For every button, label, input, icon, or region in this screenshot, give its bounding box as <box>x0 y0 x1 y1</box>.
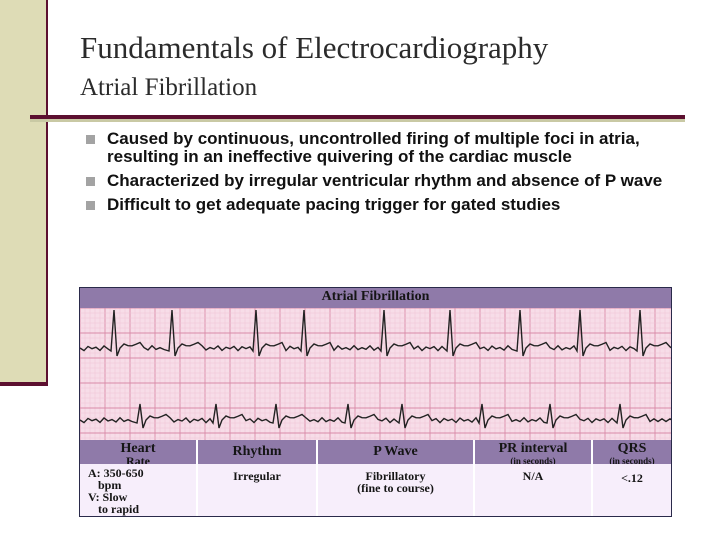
ecg-trace-lower <box>80 403 671 429</box>
cell-p-wave: Fibrillatory (fine to course) <box>357 469 434 495</box>
atrial-fibrillation-figure: Atrial Fibrillation Heart Rate Rhythm P … <box>79 287 672 517</box>
ecg-strip-image <box>80 308 671 440</box>
square-bullet-icon <box>86 177 95 186</box>
ecg-grid <box>80 308 671 440</box>
square-bullet-icon <box>86 135 95 144</box>
square-bullet-icon <box>86 201 95 210</box>
cell-pr-interval: N/A <box>522 469 544 483</box>
slide-title: Fundamentals of Electrocardiography <box>80 30 549 65</box>
table-body-row <box>80 464 671 516</box>
cell-heart-rate: A: 350-650 bpm V: Slow to rapid <box>88 466 144 516</box>
decorative-side-line <box>46 0 48 386</box>
bullet-item: Caused by continuous, uncontrolled firin… <box>86 130 686 166</box>
column-divider <box>196 440 198 516</box>
header-rhythm: Rhythm <box>232 444 282 459</box>
column-divider <box>473 440 475 516</box>
column-divider <box>591 440 593 516</box>
title-divider-shadow <box>30 119 685 122</box>
table-header-row: Heart Rate Rhythm P Wave PR interval (in… <box>80 440 671 467</box>
ecg-trace-upper <box>80 309 671 357</box>
column-divider <box>316 440 318 516</box>
bullet-item: Difficult to get adequate pacing trigger… <box>86 196 686 214</box>
title-divider <box>30 115 685 119</box>
cell-rhythm: Irregular <box>233 469 281 483</box>
cell-qrs: <.12 <box>621 471 643 485</box>
figure-title: Atrial Fibrillation <box>321 289 430 304</box>
bullet-list: Caused by continuous, uncontrolled firin… <box>86 130 686 220</box>
figure-title-bar: Atrial Fibrillation <box>80 288 671 308</box>
bullet-text: Characterized by irregular ventricular r… <box>107 171 663 190</box>
bullet-text: Difficult to get adequate pacing trigger… <box>107 195 561 214</box>
decorative-side-rule <box>0 382 48 386</box>
decorative-side-band <box>0 0 46 384</box>
bullet-text: Caused by continuous, uncontrolled firin… <box>107 129 640 166</box>
header-pr-interval: PR interval (in seconds) <box>498 441 568 467</box>
header-p-wave: P Wave <box>373 444 418 459</box>
header-qrs: QRS (in seconds) <box>609 441 655 467</box>
bullet-item: Characterized by irregular ventricular r… <box>86 172 686 190</box>
af-characteristics-table: Heart Rate Rhythm P Wave PR interval (in… <box>80 440 671 516</box>
slide-subtitle: Atrial Fibrillation <box>80 74 258 101</box>
